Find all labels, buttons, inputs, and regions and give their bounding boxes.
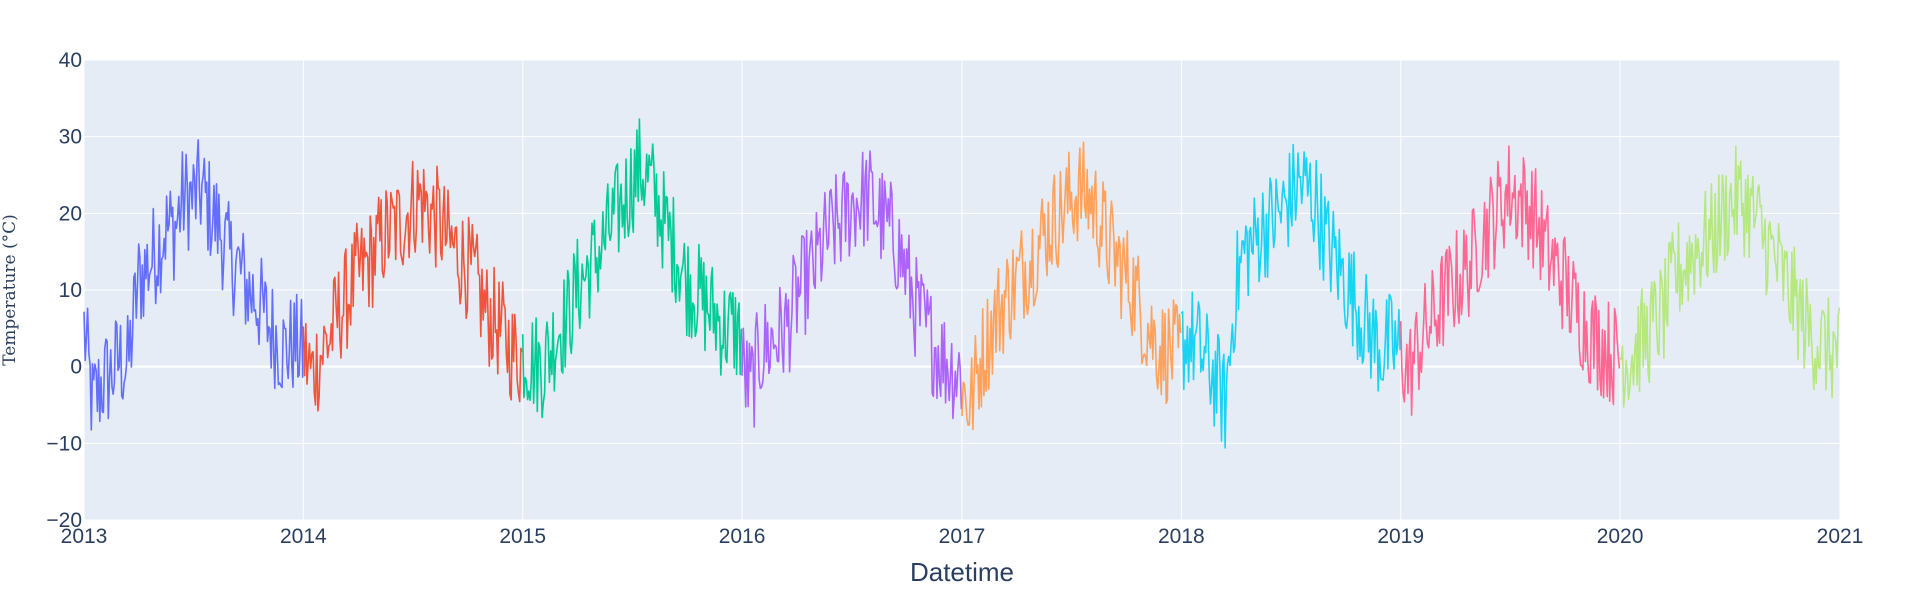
- series-line-3: [521, 118, 743, 419]
- y-tick-label: 30: [59, 126, 82, 149]
- series-layer: [83, 118, 1841, 449]
- y-tick-label: 20: [59, 202, 82, 225]
- y-tick-label: 0: [70, 356, 82, 379]
- grid-lines: [83, 59, 1841, 521]
- x-tick-label: 2015: [499, 525, 546, 548]
- x-tick-label: 2014: [280, 525, 327, 548]
- y-tick-label: −10: [46, 432, 82, 455]
- x-tick-label: 2018: [1158, 525, 1205, 548]
- y-tick-label: −20: [46, 509, 82, 532]
- series-line-8: [1619, 145, 1841, 408]
- series-line-5: [961, 141, 1182, 431]
- x-tick-label: 2016: [719, 525, 766, 548]
- x-tick-labels: 2013 2014 2015 2016 2017 2018 2019 2020 2021: [61, 525, 1864, 548]
- y-tick-labels: −20 −10 0 10 20 30 40: [46, 49, 82, 532]
- x-tick-label: 2019: [1377, 525, 1424, 548]
- x-axis-title: Datetime: [910, 557, 1014, 587]
- x-tick-label: 2017: [939, 525, 986, 548]
- series-line-6: [1180, 143, 1401, 449]
- y-tick-label: 10: [59, 279, 82, 302]
- x-tick-label: 2021: [1817, 525, 1864, 548]
- series-line-7: [1399, 145, 1621, 416]
- series-line-4: [741, 150, 963, 428]
- series-line-1: [83, 139, 304, 431]
- x-tick-label: 2020: [1597, 525, 1644, 548]
- x-tick-label: 2013: [61, 525, 108, 548]
- y-axis-title: Temperature (°C): [0, 214, 20, 366]
- series-line-2: [302, 160, 523, 412]
- y-tick-label: 40: [59, 49, 82, 72]
